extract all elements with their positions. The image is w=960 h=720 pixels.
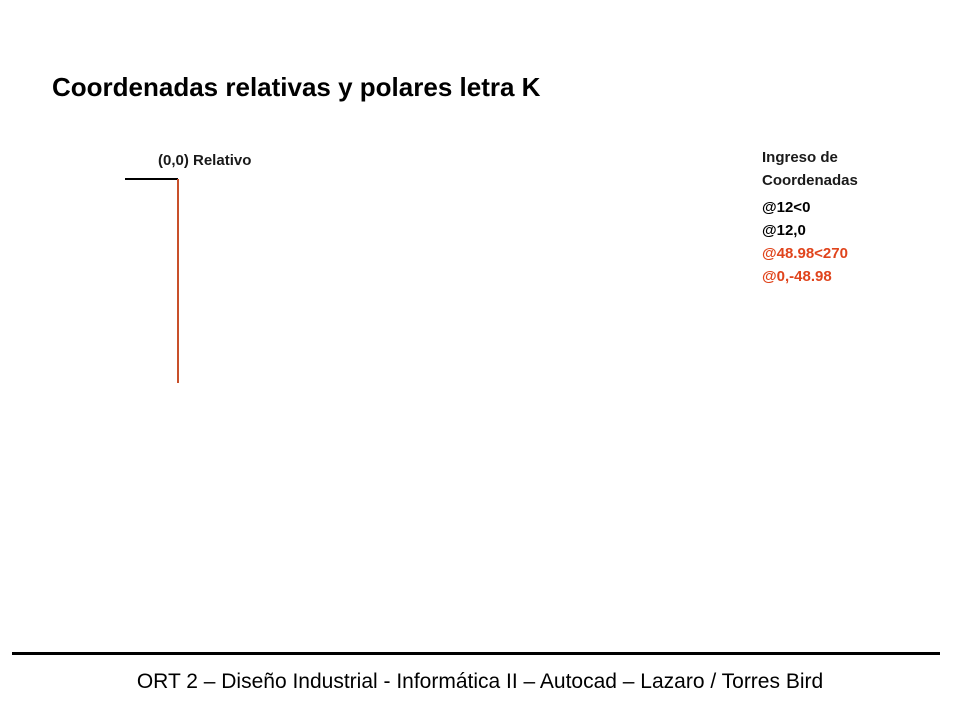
- coordinate-entry-3: @48.98<270: [762, 245, 848, 262]
- coordinate-entry-2: @12,0: [762, 222, 806, 239]
- coordinate-entry-4: @0,-48.98: [762, 268, 832, 285]
- coordinates-panel: Ingreso de Coordenadas @12<0 @12,0 @48.9…: [762, 146, 858, 288]
- coordinates-heading: Ingreso de Coordenadas: [762, 146, 858, 192]
- coordinates-heading-line1: Ingreso de: [762, 149, 838, 166]
- origin-label: (0,0) Relativo: [158, 152, 252, 169]
- footer-text: ORT 2 – Diseño Industrial - Informática …: [136, 670, 824, 693]
- coordinates-heading-line2: Coordenadas: [762, 172, 858, 189]
- slide-title: Coordenadas relativas y polares letra K: [52, 72, 541, 102]
- footer-divider: [12, 652, 940, 655]
- coordinate-entry-1: @12<0: [762, 199, 811, 216]
